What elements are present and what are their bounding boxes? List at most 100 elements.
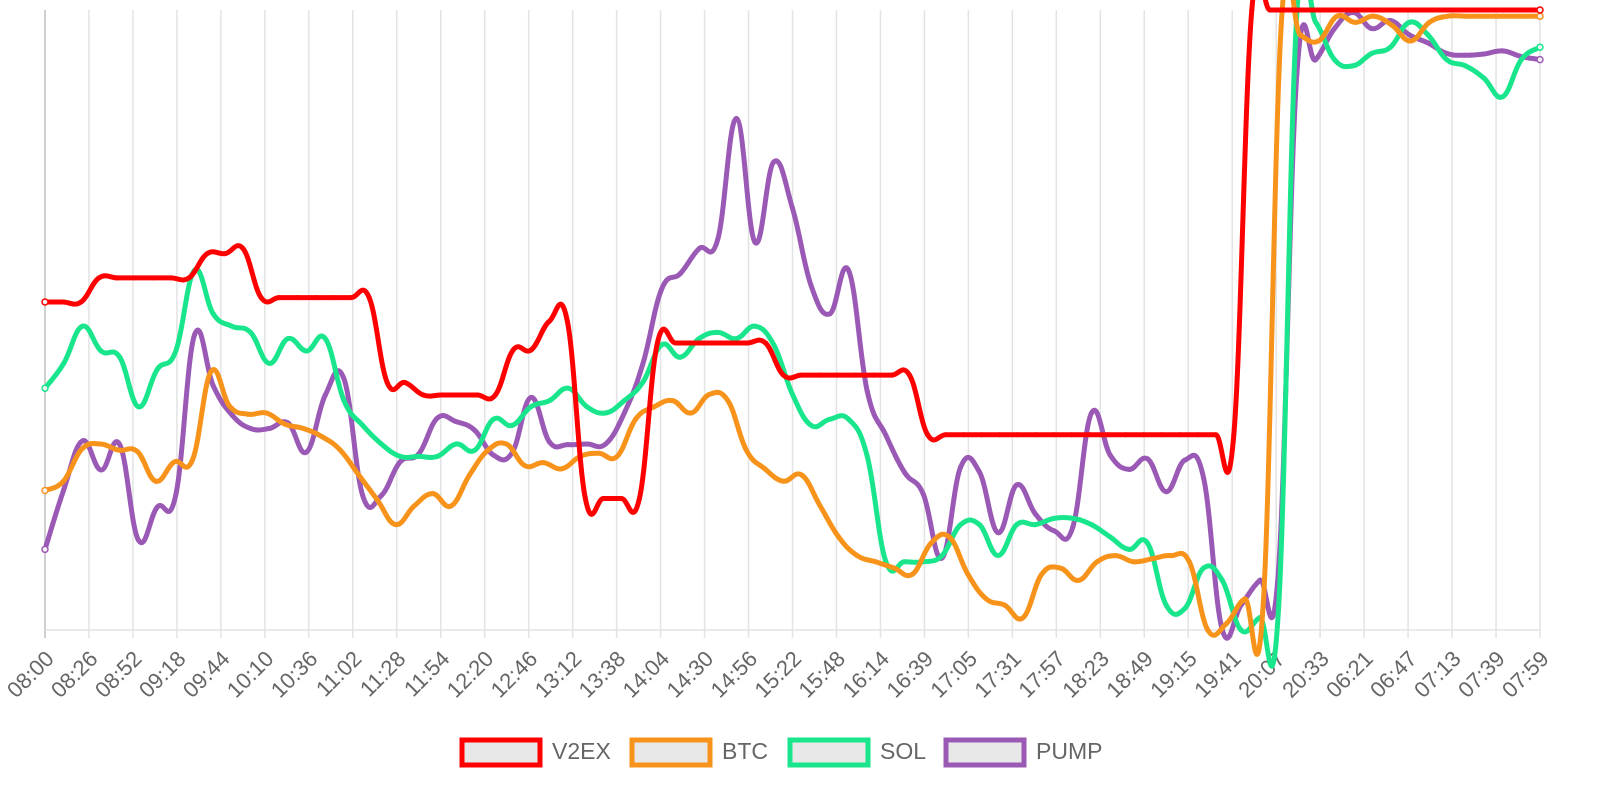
data-point <box>135 404 141 410</box>
data-point <box>1223 621 1229 627</box>
data-point <box>1331 26 1337 32</box>
legend-swatch <box>629 737 713 768</box>
data-point <box>958 464 964 470</box>
x-tick-label: 10:10 <box>222 646 279 703</box>
data-point <box>378 492 384 498</box>
data-point <box>726 340 732 346</box>
data-point <box>771 159 777 165</box>
data-point <box>248 426 254 431</box>
data-point <box>708 340 714 346</box>
data-point <box>817 503 823 509</box>
x-tick-label: 10:36 <box>266 646 323 703</box>
data-point <box>467 472 473 478</box>
data-point <box>282 421 288 427</box>
data-point <box>1313 19 1319 25</box>
data-point <box>402 380 408 386</box>
data-point <box>341 398 347 404</box>
data-point <box>330 295 336 301</box>
data-point <box>1406 19 1412 25</box>
data-point <box>420 392 426 398</box>
data-point <box>771 342 777 348</box>
data-point <box>434 415 440 421</box>
data-point <box>752 240 758 245</box>
data-point <box>799 372 805 378</box>
data-point <box>1444 57 1450 63</box>
data-point <box>528 395 534 400</box>
data-point <box>902 559 908 565</box>
legend-label: V2EX <box>552 738 611 764</box>
data-point <box>503 441 509 447</box>
data-point <box>1159 432 1165 438</box>
data-point <box>528 347 534 353</box>
data-point <box>621 398 627 404</box>
data-point <box>889 372 895 378</box>
data-point <box>1051 515 1057 521</box>
legend-item-v2ex[interactable]: V2EX <box>459 737 611 768</box>
data-point <box>276 295 282 301</box>
data-point <box>1408 38 1414 44</box>
data-point <box>453 419 459 425</box>
data-point <box>853 372 859 378</box>
data-point <box>902 470 908 476</box>
data-point <box>943 432 949 438</box>
data-point <box>98 467 104 473</box>
x-tick-label: 18:49 <box>1101 646 1158 703</box>
grid-layer <box>44 10 1541 638</box>
data-point <box>1238 627 1244 633</box>
data-point <box>979 432 985 438</box>
data-point <box>1352 19 1358 25</box>
legend-item-pump[interactable]: PUMP <box>943 737 1102 768</box>
data-point <box>564 318 570 324</box>
x-tick-label: 12:46 <box>486 646 543 703</box>
legend-item-btc[interactable]: BTC <box>629 737 768 768</box>
data-point <box>654 340 660 346</box>
data-point <box>312 295 318 301</box>
data-point <box>559 466 565 472</box>
data-point <box>846 267 852 273</box>
x-tick-label: 16:39 <box>881 646 938 703</box>
data-point <box>1500 94 1506 100</box>
data-point <box>117 354 123 360</box>
data-point <box>263 410 269 416</box>
data-point <box>651 404 657 410</box>
data-point <box>640 379 646 385</box>
data-point <box>1536 6 1544 14</box>
data-point <box>1051 528 1057 534</box>
data-point <box>873 559 879 565</box>
data-point <box>173 348 179 354</box>
data-point <box>1369 26 1375 32</box>
data-point <box>640 360 646 366</box>
data-point <box>752 323 758 329</box>
data-point <box>827 311 833 317</box>
data-point <box>854 553 860 559</box>
legend-swatch <box>459 737 543 768</box>
data-point <box>114 275 120 281</box>
data-point <box>1020 615 1026 621</box>
data-point <box>1425 40 1431 46</box>
data-point <box>1518 57 1524 63</box>
data-point <box>1163 602 1169 608</box>
x-tick-label: 14:30 <box>662 646 719 703</box>
data-point <box>1195 432 1201 438</box>
data-point <box>995 530 1001 536</box>
data-point <box>958 522 964 528</box>
data-point <box>1107 452 1113 458</box>
data-point <box>827 416 833 422</box>
data-point <box>1131 559 1137 565</box>
data-point <box>154 504 160 510</box>
data-point <box>304 449 310 455</box>
data-point <box>928 540 934 546</box>
data-point <box>1069 432 1075 438</box>
data-point <box>1500 13 1506 19</box>
data-point <box>79 323 85 329</box>
x-tick-label: 08:52 <box>90 646 147 703</box>
data-point <box>229 412 235 418</box>
data-point <box>1141 432 1147 438</box>
data-point <box>116 447 122 453</box>
data-point <box>547 439 553 445</box>
legend-item-sol[interactable]: SOL <box>787 737 926 768</box>
data-point <box>790 391 795 397</box>
data-point <box>1285 7 1291 13</box>
data-point <box>348 295 354 301</box>
data-point <box>1331 57 1337 63</box>
